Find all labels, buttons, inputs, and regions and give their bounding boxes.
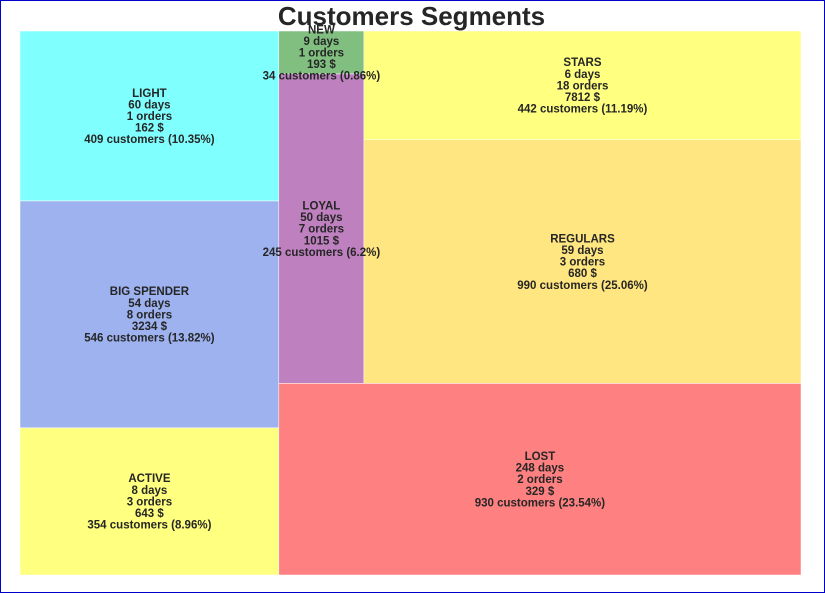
segment-label-light-name: LIGHT [132,88,167,100]
segment-label-light-customers: 409 customers (10.35%) [84,134,215,146]
segment-stars [363,30,802,141]
segment-label-new-orders: 1 orders [299,47,344,59]
segment-label-lost-days: 248 days [516,463,565,475]
segment-label-loyal-days: 50 days [300,212,342,224]
segment-label-new-amount: 193 $ [307,59,336,71]
segment-label-stars-amount: 7812 $ [565,92,601,104]
segment-label-light-amount: 162 $ [135,123,164,135]
segment-label-big-spender-customers: 546 customers (13.82%) [84,333,215,345]
segment-lost [278,383,802,576]
segment-label-lost-name: LOST [525,451,556,463]
segment-label-big-spender-amount: 3234 $ [132,321,168,333]
segment-light [19,30,280,202]
segment-active [19,427,280,576]
segment-label-loyal-customers: 245 customers (6.2%) [263,247,381,259]
chart-title: Customers Segments [277,1,546,31]
segment-label-active-days: 8 days [132,485,168,497]
segment-label-new-customers: 34 customers (0.86%) [263,71,381,83]
segment-label-lost-amount: 329 $ [526,486,555,498]
segment-label-stars-name: STARS [563,57,601,69]
segment-label-stars-days: 6 days [565,69,601,81]
segment-label-regulars-customers: 990 customers (25.06%) [517,280,648,292]
segment-label-active-orders: 3 orders [127,496,172,508]
segment-label-light-orders: 1 orders [127,111,172,123]
segment-label-lost-customers: 930 customers (23.54%) [475,497,606,509]
segment-label-regulars-name: REGULARS [550,233,615,245]
segment-label-loyal-orders: 7 orders [299,224,344,236]
segment-label-big-spender-orders: 8 orders [127,309,172,321]
segment-label-big-spender-days: 54 days [128,298,170,310]
segment-label-light-days: 60 days [128,99,170,111]
segment-label-regulars-amount: 680 $ [568,268,597,280]
segment-label-lost-orders: 2 orders [517,474,562,486]
segment-label-new-name: NEW [308,24,335,36]
segment-loyal [278,73,365,384]
segment-label-loyal-amount: 1015 $ [304,235,340,247]
segment-label-active-customers: 354 customers (8.96%) [87,520,211,532]
segment-label-regulars-orders: 3 orders [560,257,605,269]
segment-label-loyal-name: LOYAL [302,200,340,212]
segment-label-new-days: 9 days [303,36,339,48]
segment-label-active-amount: 643 $ [135,508,164,520]
segment-label-big-spender-name: BIG SPENDER [110,286,190,298]
segment-label-active-name: ACTIVE [128,473,171,485]
segment-label-stars-orders: 18 orders [557,80,609,92]
segment-label-regulars-days: 59 days [561,245,603,257]
segment-big-spender [19,200,280,429]
segment-regulars [363,139,802,384]
segment-label-stars-customers: 442 customers (11.19%) [518,104,648,116]
